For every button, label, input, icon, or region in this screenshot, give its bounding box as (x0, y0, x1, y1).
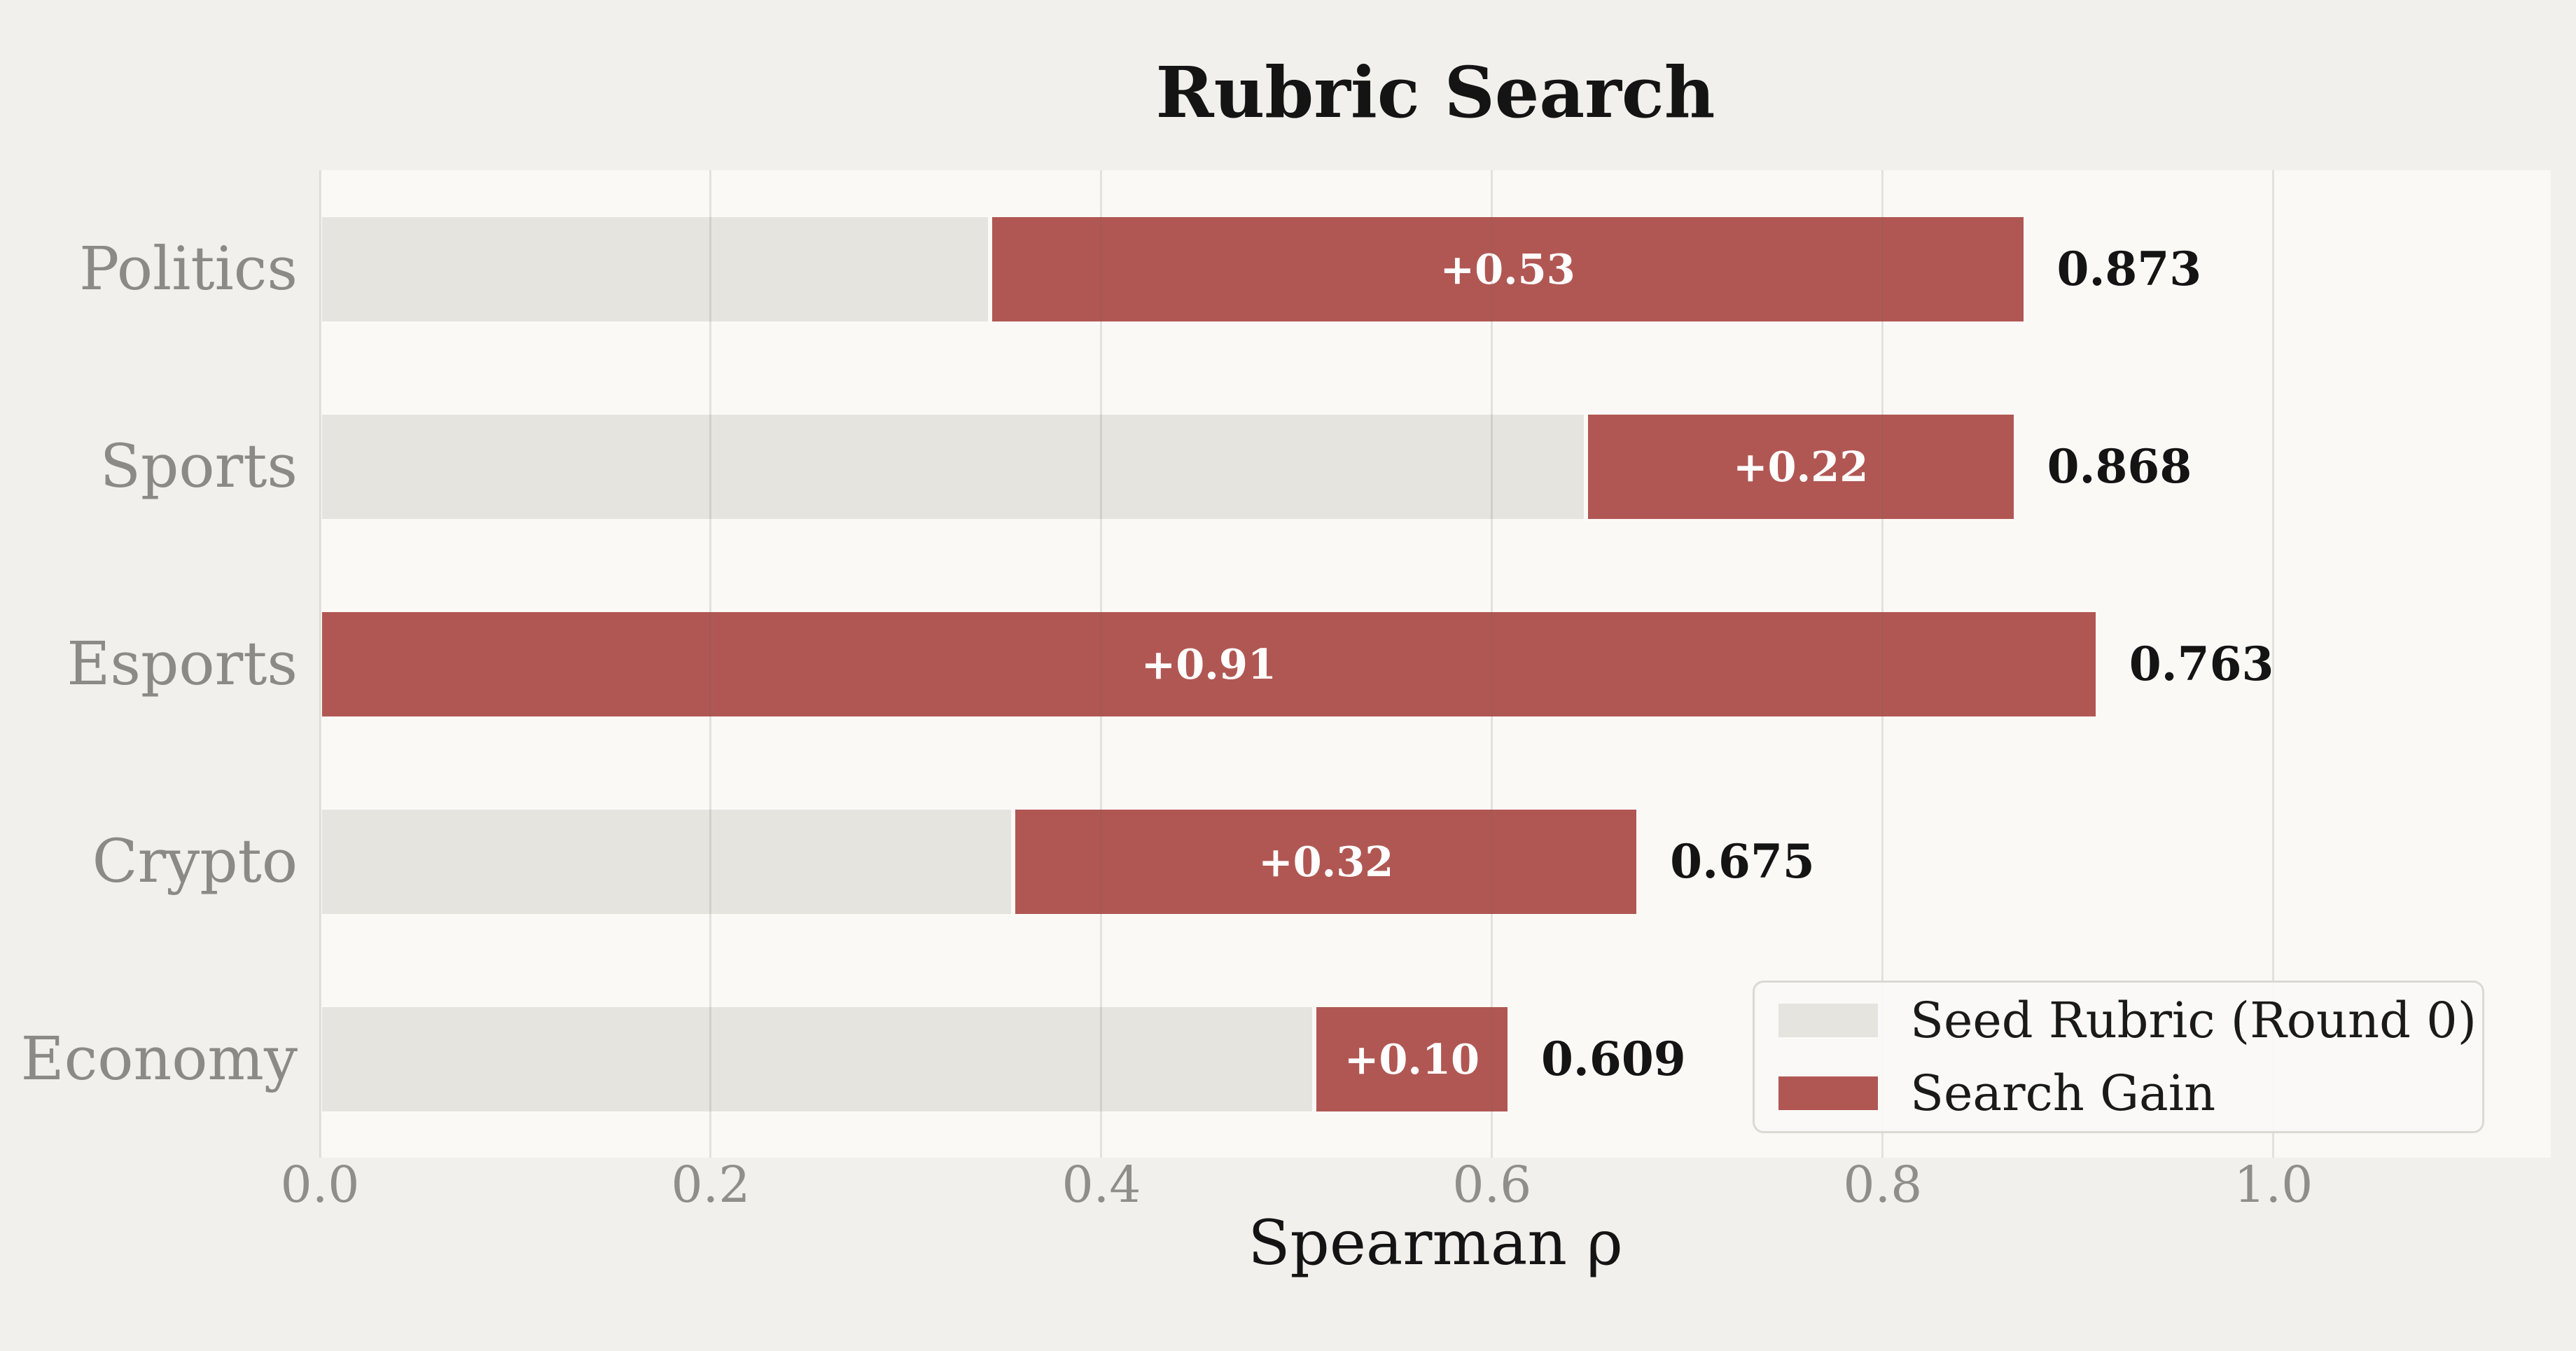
category-label: Politics (79, 234, 298, 304)
legend-label-gain: Search Gain (1910, 1065, 2216, 1122)
legend-label-seed: Seed Rubric (Round 0) (1910, 992, 2477, 1049)
gridline (1881, 170, 1884, 1158)
x-tick-label: 0.8 (1843, 1156, 1923, 1214)
gain-label: +0.91 (1141, 639, 1276, 688)
seed-bar-segment (320, 807, 1014, 916)
gain-label: +0.32 (1258, 837, 1394, 886)
x-axis-label: Spearman ρ (1248, 1207, 1623, 1279)
legend-swatch-seed (1778, 1004, 1878, 1037)
x-tick-label: 0.6 (1452, 1156, 1532, 1214)
gridline (1491, 170, 1494, 1158)
plot-area: +0.53 0.873 +0.22 0.868 +0.91 0.763 +0.32 0.675… (319, 170, 2551, 1158)
category-label: Esports (67, 629, 298, 699)
gain-bar-segment: +0.91 (320, 609, 2098, 719)
final-value-label: 0.675 (1670, 834, 1815, 889)
final-value-label: 0.868 (2047, 439, 2192, 494)
seed-bar-segment (320, 412, 1586, 521)
gain-bar-segment: +0.22 (1585, 412, 2016, 521)
gain-bar-segment: +0.53 (989, 214, 2026, 324)
gain-label: +0.22 (1733, 442, 1869, 491)
x-tick-label: 0.0 (280, 1156, 360, 1214)
legend: Seed Rubric (Round 0) Search Gain (1753, 981, 2484, 1133)
chart-title: Rubric Search (1155, 51, 1715, 134)
category-label: Economy (20, 1024, 298, 1094)
x-tick-label: 0.2 (671, 1156, 751, 1214)
category-label: Sports (99, 431, 298, 501)
legend-item-seed: Seed Rubric (Round 0) (1778, 996, 2482, 1045)
gain-bar-segment: +0.32 (1013, 807, 1639, 916)
gain-label: +0.53 (1440, 244, 1575, 293)
x-tick-label: 0.4 (1061, 1156, 1141, 1214)
y-axis-category-labels: Politics Sports Esports Crypto Economy (0, 170, 298, 1158)
final-value-label: 0.609 (1541, 1032, 1686, 1086)
x-axis: 0.0 0.2 0.4 0.6 0.8 1.0 (281, 1156, 2551, 1223)
category-label: Crypto (92, 826, 298, 896)
seed-bar-segment (320, 214, 990, 324)
legend-swatch-gain (1778, 1076, 1878, 1110)
gain-bar-segment: +0.10 (1314, 1004, 1510, 1114)
seed-bar-segment (320, 1004, 1315, 1114)
gridline (1100, 170, 1103, 1158)
final-value-label: 0.763 (2129, 637, 2274, 691)
gridline (709, 170, 712, 1158)
gain-label: +0.10 (1344, 1034, 1480, 1083)
gridline (319, 170, 321, 1158)
x-tick-label: 1.0 (2234, 1156, 2313, 1214)
final-value-label: 0.873 (2056, 242, 2202, 296)
gridline (2272, 170, 2275, 1158)
legend-item-gain: Search Gain (1778, 1069, 2482, 1118)
